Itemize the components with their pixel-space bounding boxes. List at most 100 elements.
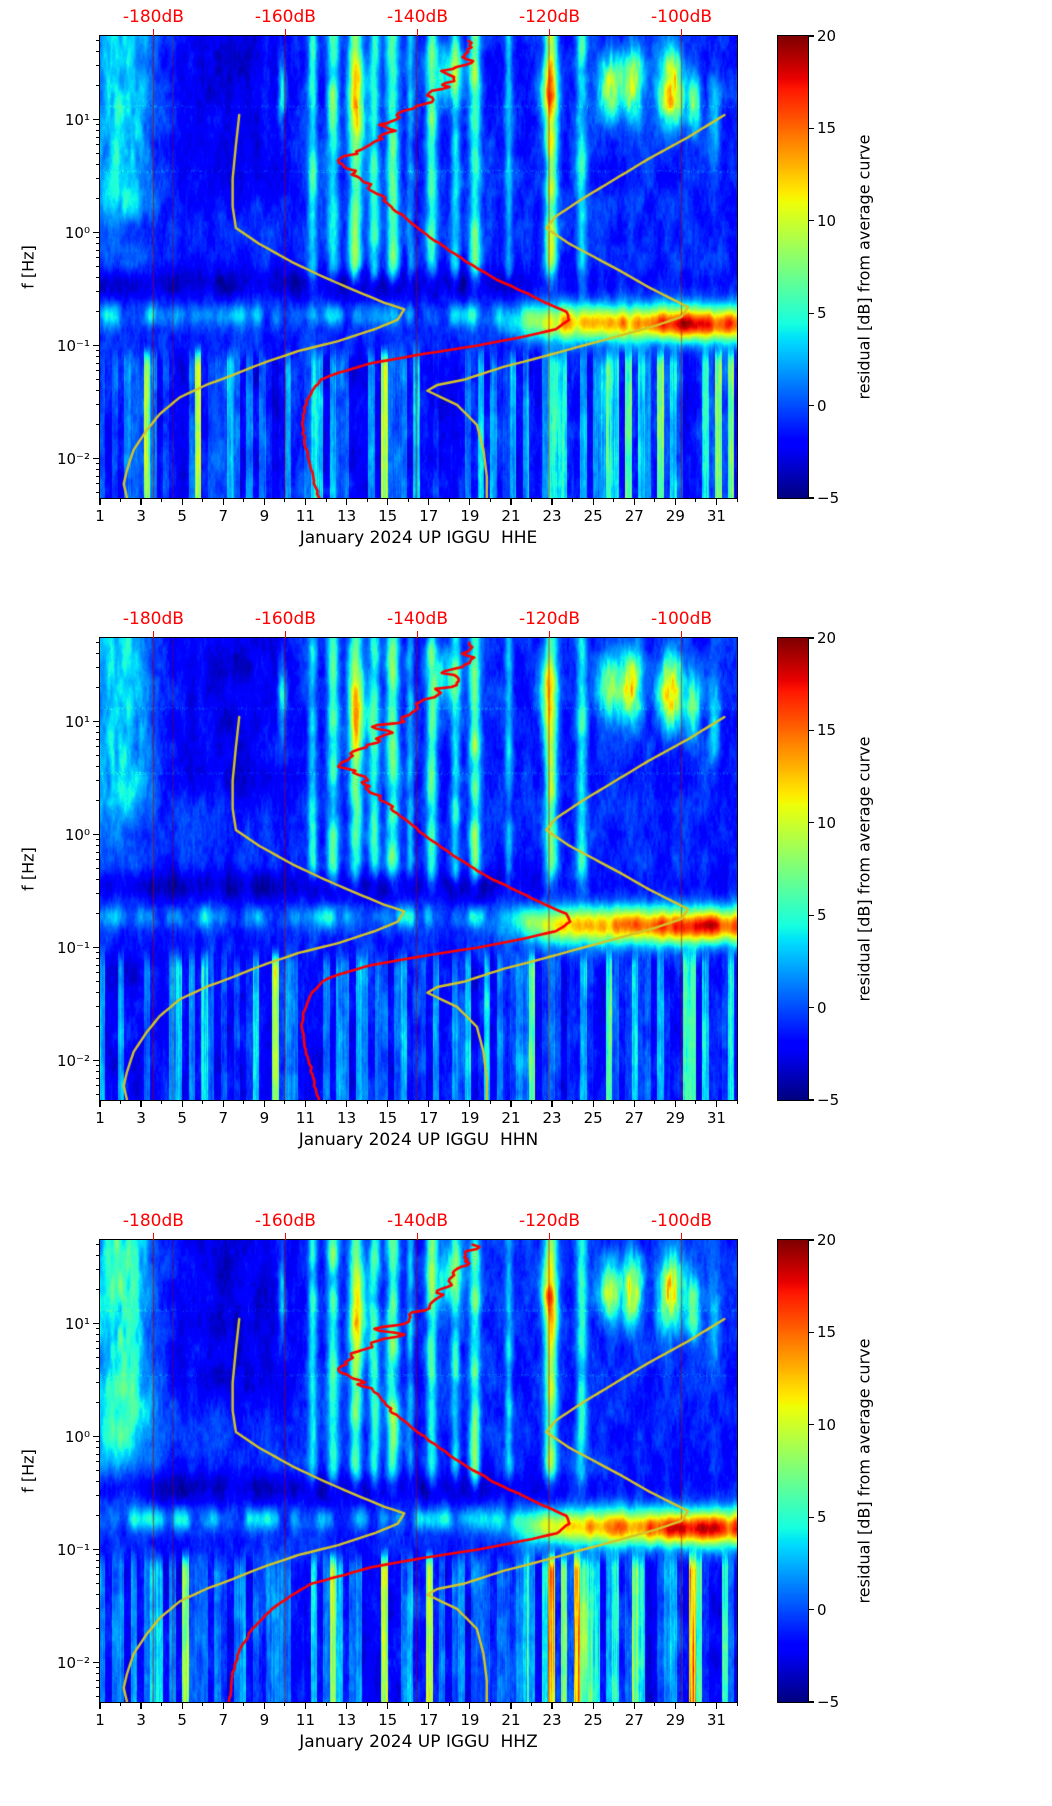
top-axis-tick-label: -100dB — [650, 1211, 713, 1231]
colorbar-tick-label: −5 — [817, 1091, 840, 1109]
colorbar-tick — [808, 312, 814, 314]
x-minor-tick — [202, 1702, 204, 1706]
spectrogram-panel-hhz: 1 3 5 7 9 11 13 15 17 19 21 23 25 27 29 31 10⁻² 10⁻¹ 10⁰ 10… — [0, 1204, 1052, 1806]
y-minor-tick — [96, 746, 100, 748]
x-major-tick — [551, 1702, 553, 1709]
y-minor-tick — [96, 893, 100, 895]
x-major-tick — [469, 1702, 471, 1709]
y-minor-tick — [96, 755, 100, 757]
colorbar-tick — [808, 1239, 814, 1241]
x-minor-tick — [325, 1100, 327, 1104]
y-minor-tick — [96, 1447, 100, 1449]
x-major-tick — [263, 1100, 265, 1107]
y-minor-tick — [96, 687, 100, 689]
top-axis-tick-label: -120dB — [518, 1211, 581, 1231]
x-minor-tick — [531, 1702, 533, 1706]
top-axis-tick — [284, 631, 287, 638]
y-minor-tick — [96, 291, 100, 293]
y-minor-tick — [96, 1560, 100, 1562]
top-axis-tick — [152, 29, 154, 36]
x-major-tick — [345, 1702, 348, 1709]
y-minor-tick — [96, 424, 100, 426]
x-major-tick — [428, 1702, 430, 1709]
y-minor-tick — [96, 130, 100, 132]
x-tick-label: 17 — [419, 507, 439, 525]
top-axis-tick — [416, 1233, 419, 1240]
y-minor-tick — [96, 85, 100, 87]
x-minor-tick — [202, 1100, 204, 1104]
x-minor-tick — [325, 1702, 327, 1706]
y-minor-tick — [96, 40, 100, 42]
colorbar-tick-label: −5 — [817, 1693, 840, 1711]
y-tick-label: 10¹ — [64, 712, 90, 731]
x-major-tick — [674, 1702, 676, 1709]
y-minor-tick — [96, 851, 100, 853]
x-major-tick — [510, 1100, 512, 1107]
x-major-tick — [592, 1702, 594, 1709]
x-tick-label: 5 — [177, 1711, 187, 1729]
colorbar-tick-label: 10 — [817, 813, 837, 832]
x-minor-tick — [407, 1702, 409, 1706]
x-tick-label: 9 — [259, 507, 270, 525]
x-major-tick — [428, 498, 430, 505]
x-major-tick — [715, 498, 718, 505]
x-tick-label: 3 — [136, 1711, 146, 1729]
x-tick-label: 17 — [419, 1109, 439, 1127]
colorbar-tick — [808, 497, 814, 499]
x-major-tick — [140, 498, 142, 505]
y-minor-tick — [96, 1094, 100, 1096]
y-minor-tick — [96, 1334, 100, 1336]
top-axis-tick-label: -160dB — [254, 1211, 316, 1231]
y-minor-tick — [96, 1357, 100, 1359]
x-minor-tick — [366, 498, 368, 502]
y-tick-label: 10¹ — [64, 1314, 90, 1333]
x-major-tick — [469, 1100, 471, 1107]
x-major-tick — [633, 498, 635, 505]
y-minor-tick — [96, 243, 100, 245]
x-major-tick — [263, 1702, 265, 1709]
y-minor-tick — [96, 972, 100, 974]
colorbar-tick-label: 5 — [817, 906, 827, 925]
y-minor-tick — [96, 144, 100, 146]
y-minor-tick — [96, 1679, 100, 1681]
top-axis-tick-label: -100dB — [650, 7, 713, 27]
top-axis-tick — [548, 29, 551, 36]
x-major-tick — [387, 1100, 389, 1107]
y-minor-tick — [96, 178, 100, 180]
top-axis-tick-label: -180dB — [122, 1211, 184, 1231]
y-tick-label: 10⁻¹ — [56, 938, 90, 957]
x-tick-label: 27 — [624, 1711, 644, 1729]
y-minor-tick — [96, 492, 100, 494]
colorbar-tick — [808, 127, 814, 129]
top-axis-tick-label: -140dB — [386, 609, 448, 629]
top-axis-tick-label: -100dB — [650, 609, 713, 629]
y-minor-tick — [96, 868, 100, 870]
x-major-tick — [510, 498, 512, 505]
x-minor-tick — [695, 1100, 697, 1104]
y-major-tick — [93, 947, 100, 949]
colorbar-tick-label: 15 — [817, 1323, 837, 1342]
y-tick-label: 10⁻² — [56, 449, 90, 468]
x-major-tick — [304, 1702, 307, 1709]
y-minor-tick — [96, 859, 100, 861]
y-minor-tick — [96, 311, 100, 313]
x-minor-tick — [407, 498, 409, 502]
y-minor-tick — [96, 1687, 100, 1689]
x-major-tick — [592, 1100, 594, 1107]
y-minor-tick — [96, 1566, 100, 1568]
y-minor-tick — [96, 642, 100, 644]
y-minor-tick — [96, 726, 100, 728]
y-minor-tick — [96, 913, 100, 915]
y-minor-tick — [96, 469, 100, 471]
x-minor-tick — [572, 1702, 574, 1706]
x-minor-tick — [366, 1100, 368, 1104]
y-minor-tick — [96, 981, 100, 983]
y-minor-tick — [96, 766, 100, 768]
y-tick-label: 10⁰ — [64, 1427, 90, 1446]
colorbar-tick — [808, 220, 814, 222]
spectrogram-canvas — [100, 1240, 737, 1702]
x-tick-label: 19 — [460, 1109, 480, 1127]
x-tick-label: 19 — [460, 507, 480, 525]
colorbar-tick — [808, 822, 814, 824]
x-major-tick — [387, 1702, 389, 1709]
